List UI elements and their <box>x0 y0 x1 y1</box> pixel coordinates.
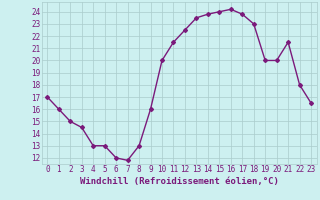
X-axis label: Windchill (Refroidissement éolien,°C): Windchill (Refroidissement éolien,°C) <box>80 177 279 186</box>
